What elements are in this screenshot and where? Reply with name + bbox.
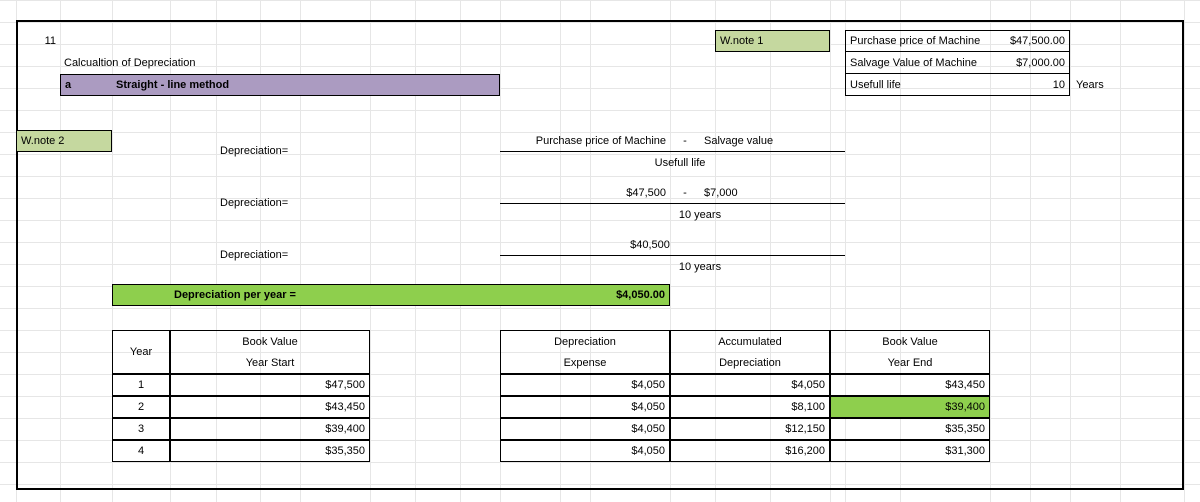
td-year: 1 — [112, 374, 170, 396]
td-bv-end: $43,450 — [830, 374, 990, 396]
formula-sep1: - — [670, 130, 700, 152]
dep-per-year-label: Depreciation per year = — [170, 284, 370, 306]
td-year: 4 — [112, 440, 170, 462]
formula-den2: 10 years — [640, 204, 760, 226]
useful-unit: Years — [1072, 74, 1118, 96]
td-bv-start: $39,400 — [170, 418, 370, 440]
td-bv-start: $43,450 — [170, 396, 370, 418]
td-acc: $16,200 — [670, 440, 830, 462]
th-acc-bot: Depreciation — [670, 352, 830, 374]
td-bv-end: $35,350 — [830, 418, 990, 440]
td-dep: $4,050 — [500, 396, 670, 418]
th-bv-start-top: Book Value — [170, 330, 370, 352]
th-dep-bot: Expense — [500, 352, 670, 374]
th-bv-end-bot: Year End — [830, 352, 990, 374]
row-number: 11 — [16, 30, 60, 52]
td-dep: $4,050 — [500, 374, 670, 396]
formula-num3: $40,500 — [590, 234, 710, 256]
wnote1-label: W.note 1 — [715, 30, 830, 52]
td-dep: $4,050 — [500, 440, 670, 462]
formula-num1b: Salvage value — [700, 130, 830, 152]
formula-num1a: Purchase price of Machine — [500, 130, 670, 152]
td-year: 2 — [112, 396, 170, 418]
th-dep-top: Depreciation — [500, 330, 670, 352]
calc-title: Calcualtion of Depreciation — [60, 52, 360, 74]
td-bv-end: $31,300 — [830, 440, 990, 462]
salvage-label: Salvage Value of Machine — [845, 52, 990, 74]
td-year: 3 — [112, 418, 170, 440]
dep-label-1: Depreciation= — [216, 140, 316, 162]
wnote2-label: W.note 2 — [16, 130, 112, 152]
useful-value: 10 — [990, 74, 1070, 96]
td-dep: $4,050 — [500, 418, 670, 440]
td-acc: $4,050 — [670, 374, 830, 396]
useful-label: Usefull life — [845, 74, 990, 96]
td-acc: $12,150 — [670, 418, 830, 440]
td-bv-start: $47,500 — [170, 374, 370, 396]
th-bv-end-top: Book Value — [830, 330, 990, 352]
th-bv-start-bot: Year Start — [170, 352, 370, 374]
formula-sep2: - — [670, 182, 700, 204]
td-bv-end: $39,400 — [830, 396, 990, 418]
formula-num2a: $47,500 — [560, 182, 670, 204]
td-acc: $8,100 — [670, 396, 830, 418]
formula-den1: Usefull life — [620, 152, 740, 174]
salvage-value: $7,000.00 — [990, 52, 1070, 74]
purchase-label: Purchase price of Machine — [845, 30, 990, 52]
section-a: a — [60, 74, 112, 96]
formula-den3: 10 years — [640, 256, 760, 278]
formula-num2b: $7,000 — [700, 182, 760, 204]
td-bv-start: $35,350 — [170, 440, 370, 462]
dep-per-year-value: $4,050.00 — [500, 284, 670, 306]
th-year: Year — [112, 330, 170, 374]
purchase-value: $47,500.00 — [990, 30, 1070, 52]
dep-label-2: Depreciation= — [216, 192, 316, 214]
section-a-label: Straight - line method — [112, 74, 500, 96]
dep-label-3: Depreciation= — [216, 244, 316, 266]
th-acc-top: Accumulated — [670, 330, 830, 352]
